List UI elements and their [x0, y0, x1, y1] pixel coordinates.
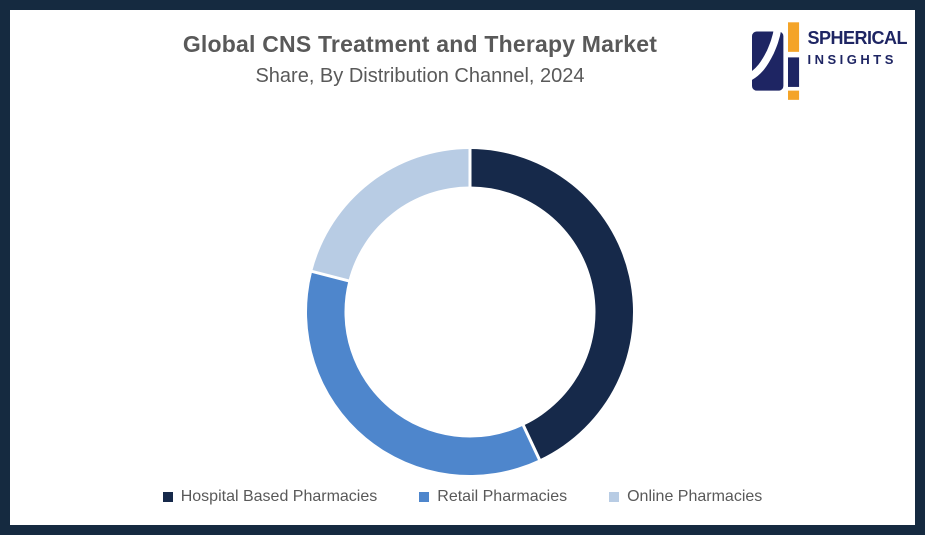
- legend-item-retail-pharmacies: Retail Pharmacies: [419, 488, 567, 506]
- legend-swatch-online: [609, 492, 620, 502]
- legend-label-online: Online Pharmacies: [627, 488, 763, 505]
- donut-segment-0: [470, 149, 634, 460]
- chart-legend: Hospital Based Pharmacies Retail Pharmac…: [10, 488, 915, 506]
- legend-label-hospital: Hospital Based Pharmacies: [180, 488, 378, 505]
- legend-item-online-pharmacies: Online Pharmacies: [609, 488, 762, 506]
- brand-logo: SPHERICAL INSIGHTS: [746, 14, 911, 108]
- chart-subtitle: Share, By Distribution Channel, 2024: [255, 64, 585, 87]
- legend-item-hospital-based-pharmacies: Hospital Based Pharmacies: [162, 488, 378, 506]
- spherical-insights-logo-icon: [752, 22, 800, 100]
- logo-brand-name: SPHERICAL: [807, 28, 907, 48]
- logo-text: SPHERICAL INSIGHTS: [807, 28, 907, 69]
- chart-title: Global CNS Treatment and Therapy Market: [182, 31, 658, 57]
- legend-swatch-retail: [419, 492, 430, 502]
- donut-segment-1: [306, 271, 540, 476]
- legend-label-retail: Retail Pharmacies: [437, 488, 568, 505]
- logo-brand-subname: INSIGHTS: [807, 51, 897, 67]
- donut-chart: [306, 147, 634, 476]
- segment-gap-line: [309, 269, 351, 283]
- legend-swatch-hospital: [162, 492, 173, 502]
- chart-header: Global CNS Treatment and Therapy Market …: [65, 30, 775, 88]
- donut-segment-2: [312, 149, 470, 281]
- segment-gap-line: [521, 423, 542, 462]
